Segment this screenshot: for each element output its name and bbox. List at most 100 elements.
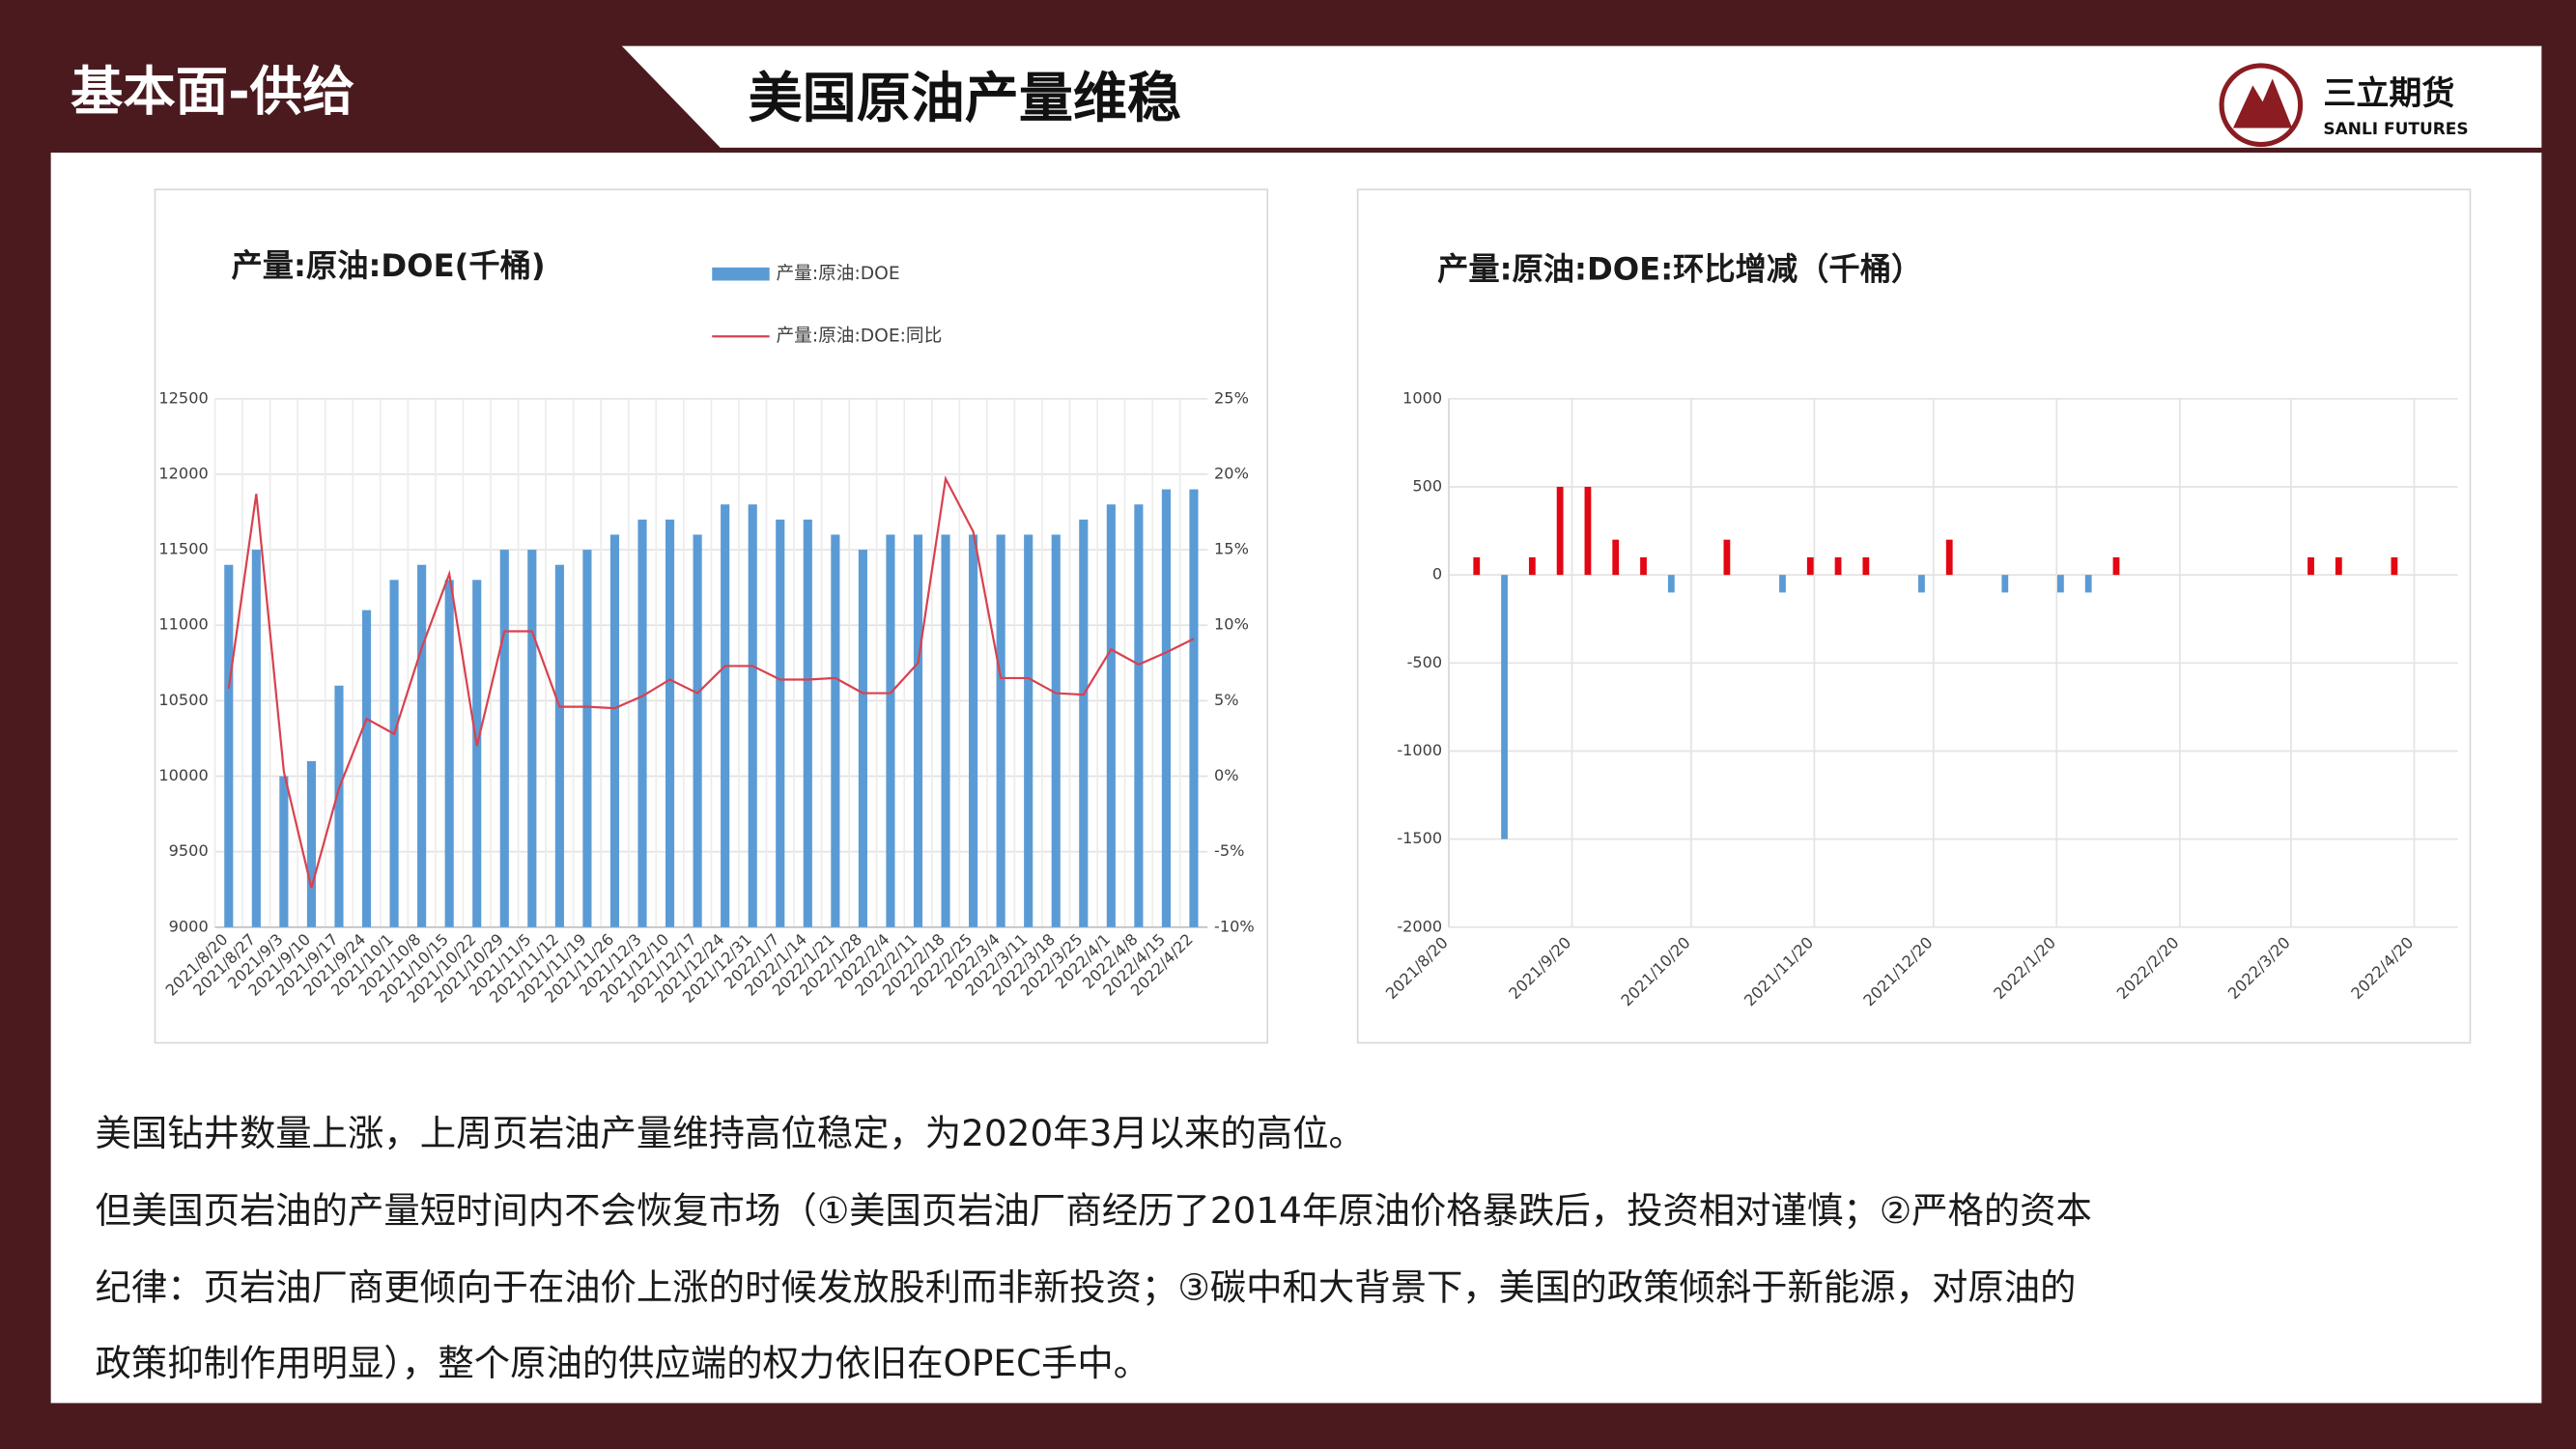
y-tick-label: 1000 bbox=[1402, 388, 1442, 407]
title-bar bbox=[621, 45, 2542, 148]
bar bbox=[1918, 575, 1925, 593]
legend-label: 产量:原油:DOE:同比 bbox=[776, 327, 942, 347]
bar bbox=[2001, 575, 2009, 593]
bar bbox=[1024, 534, 1033, 927]
y2-tick-label: -10% bbox=[1214, 917, 1255, 935]
bar bbox=[1501, 575, 1508, 839]
body-text: 纪律：页岩油厂商更倾向于在油价上涨的时候发放股利而非新投资；③碳中和大背景下，美… bbox=[96, 1266, 2077, 1309]
y2-tick-label: 15% bbox=[1214, 540, 1249, 558]
y-tick-label: 0 bbox=[1432, 565, 1442, 583]
y2-tick-label: 0% bbox=[1214, 766, 1239, 784]
bar bbox=[582, 550, 592, 927]
bar bbox=[1945, 539, 1953, 576]
y2-tick-label: 25% bbox=[1214, 388, 1249, 407]
bar bbox=[334, 685, 344, 927]
bar bbox=[637, 519, 647, 927]
chart-title: 产量:原油:DOE:环比增减（千桶） bbox=[1437, 250, 1922, 287]
bar bbox=[361, 610, 372, 927]
bar bbox=[2391, 556, 2398, 576]
logo-ring bbox=[2219, 63, 2304, 148]
logo-name: 三立期货 bbox=[2323, 74, 2454, 113]
y-tick-label: -500 bbox=[1407, 653, 1443, 671]
bar bbox=[1556, 486, 1564, 576]
bar bbox=[913, 534, 923, 927]
y-tick-label: 10000 bbox=[158, 766, 208, 784]
bar bbox=[748, 504, 757, 927]
legend-swatch bbox=[712, 267, 770, 281]
bar bbox=[1161, 489, 1172, 927]
y-tick-label: 10500 bbox=[158, 691, 208, 709]
line bbox=[227, 475, 1195, 889]
bar bbox=[1051, 534, 1061, 927]
y-tick-label: 11000 bbox=[158, 615, 208, 634]
bar bbox=[499, 550, 509, 927]
bar bbox=[886, 534, 895, 927]
bar bbox=[1667, 575, 1675, 593]
y-tick-label: 500 bbox=[1412, 476, 1442, 495]
bar bbox=[721, 504, 730, 927]
bar bbox=[665, 519, 675, 927]
bar bbox=[2307, 556, 2314, 576]
bar bbox=[2112, 556, 2120, 576]
bar bbox=[831, 534, 840, 927]
y-tick-label: 9000 bbox=[169, 917, 209, 935]
logo: 三立期货 SANLI FUTURES bbox=[2219, 63, 2469, 148]
y2-tick-label: 5% bbox=[1214, 691, 1239, 709]
bar bbox=[1779, 575, 1786, 593]
bar bbox=[306, 760, 317, 927]
bar bbox=[1079, 519, 1089, 927]
bar bbox=[1528, 556, 1536, 576]
section-title: 基本面-供给 bbox=[71, 62, 354, 123]
chart-title: 产量:原油:DOE(千桶) bbox=[232, 247, 546, 284]
body-text: 但美国页岩油的产量短时间内不会恢复市场（①美国页岩油厂商经历了2014年原油价格… bbox=[96, 1189, 2092, 1232]
body-text: 政策抑制作用明显），整个原油的供应端的权力依旧在OPEC手中。 bbox=[96, 1342, 1150, 1384]
bar bbox=[554, 564, 564, 927]
logo-mountain bbox=[2232, 78, 2293, 128]
bar bbox=[1106, 504, 1116, 927]
y-tick-label: 11500 bbox=[158, 540, 208, 558]
bar bbox=[1640, 556, 1647, 576]
y-tick-label: 9500 bbox=[169, 841, 209, 860]
bar bbox=[444, 580, 454, 927]
bar bbox=[693, 534, 702, 927]
y-tick-label: -1500 bbox=[1397, 829, 1442, 847]
bar bbox=[941, 534, 950, 927]
body-text: 美国钻井数量上涨，上周页岩油产量维持高位稳定，为2020年3月以来的高位。 bbox=[96, 1112, 1365, 1154]
y-tick-label: 12500 bbox=[158, 388, 208, 407]
y2-tick-label: -5% bbox=[1214, 841, 1244, 860]
bar bbox=[251, 550, 261, 927]
bar bbox=[1834, 556, 1842, 576]
bar bbox=[803, 519, 812, 927]
bar bbox=[2084, 575, 2092, 593]
bar bbox=[1473, 556, 1481, 576]
y-tick-label: 12000 bbox=[158, 464, 208, 482]
bar bbox=[776, 519, 785, 927]
chart-panel bbox=[1356, 188, 2472, 1044]
page-title: 美国原油产量维稳 bbox=[749, 68, 1181, 130]
y-tick-label: -2000 bbox=[1397, 917, 1442, 935]
bar bbox=[1723, 539, 1731, 576]
bar bbox=[1134, 504, 1144, 927]
bar bbox=[2335, 556, 2342, 576]
bar bbox=[224, 564, 234, 927]
bar bbox=[996, 534, 1005, 927]
logo-subtitle: SANLI FUTURES bbox=[2323, 120, 2468, 139]
legend-label: 产量:原油:DOE bbox=[776, 264, 899, 284]
y2-tick-label: 10% bbox=[1214, 615, 1249, 634]
y-tick-label: -1000 bbox=[1397, 741, 1442, 759]
bar bbox=[1806, 556, 1814, 576]
bar bbox=[1189, 489, 1199, 927]
bar bbox=[609, 534, 620, 927]
bar bbox=[1612, 539, 1620, 576]
bar bbox=[969, 534, 978, 927]
bar bbox=[2057, 575, 2064, 593]
bar bbox=[472, 580, 482, 927]
bar bbox=[1862, 556, 1870, 576]
bar bbox=[527, 550, 537, 927]
bar bbox=[1584, 486, 1592, 576]
bar bbox=[858, 550, 867, 927]
bar bbox=[417, 564, 427, 927]
bar bbox=[279, 776, 289, 927]
